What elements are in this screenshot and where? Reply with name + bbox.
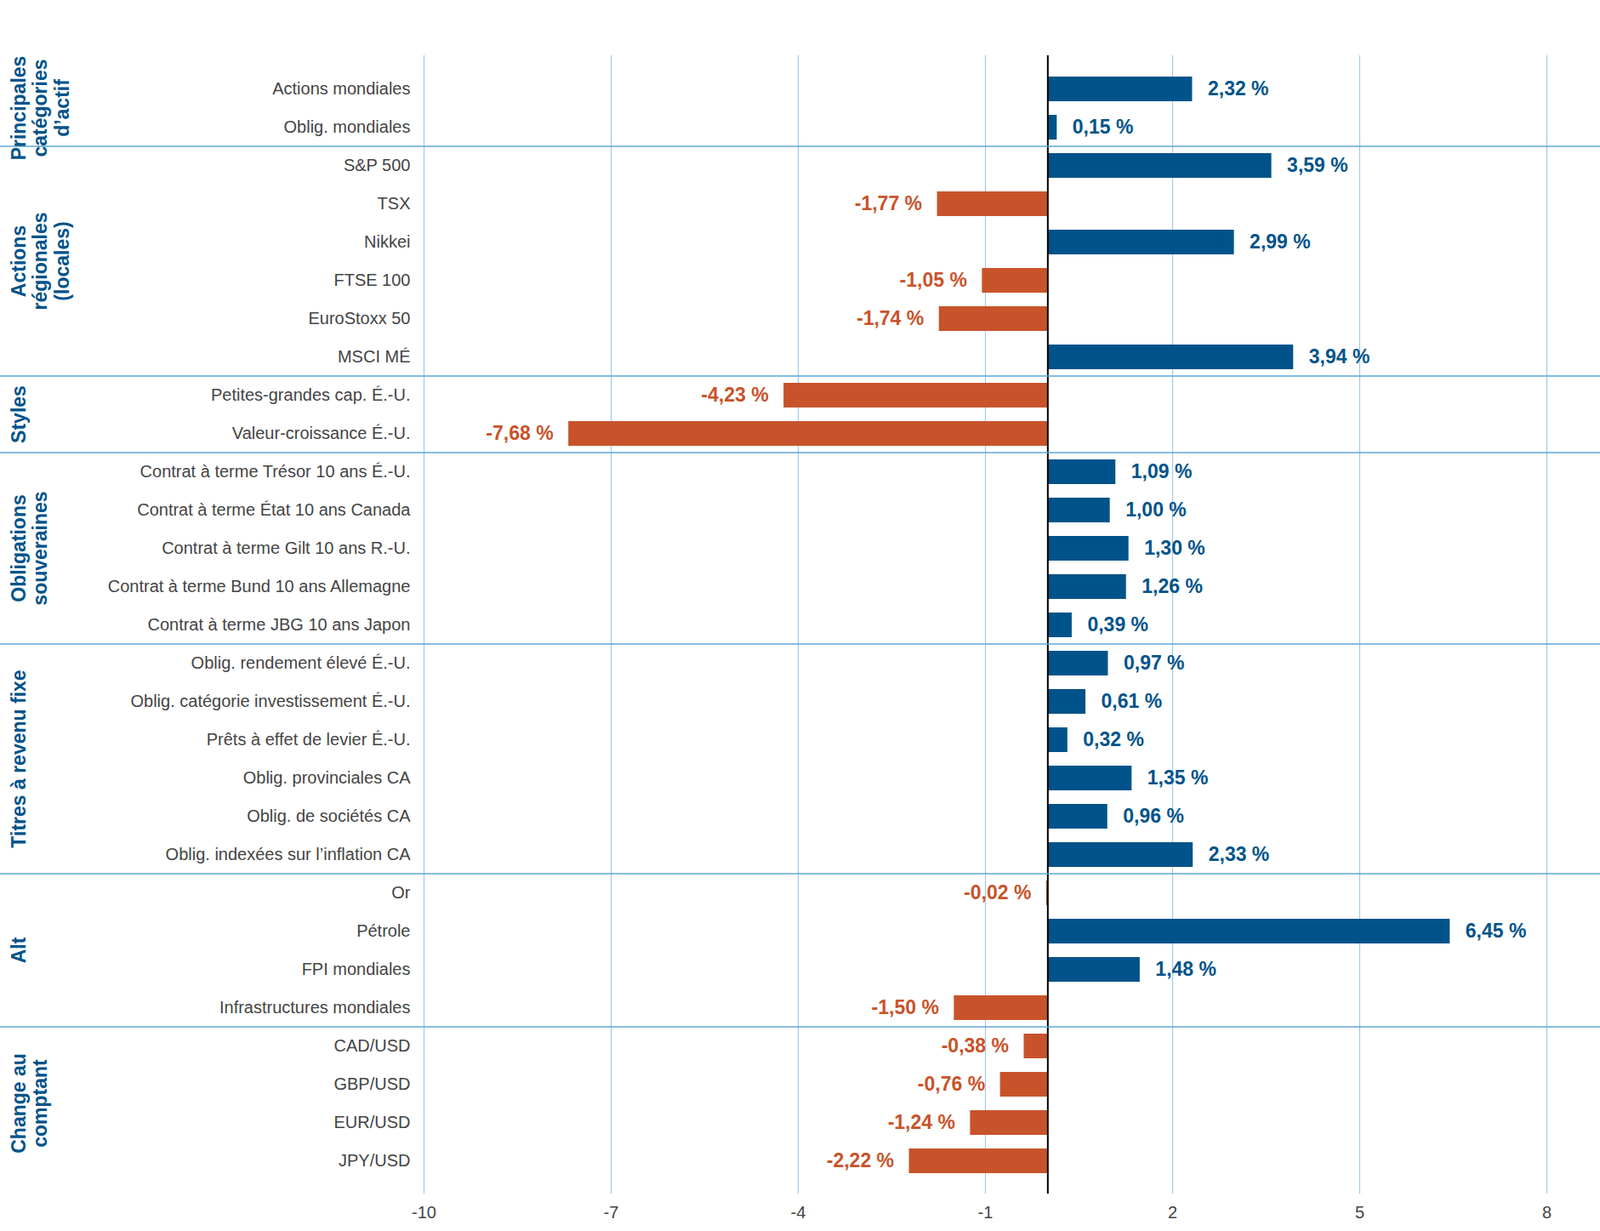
- svg-text:Principalescatégoriesd’actif: Principalescatégoriesd’actif: [7, 56, 74, 161]
- svg-text:FPI mondiales: FPI mondiales: [301, 959, 411, 979]
- svg-text:3,94 %: 3,94 %: [1309, 345, 1371, 368]
- svg-text:Infrastructures mondiales: Infrastructures mondiales: [219, 997, 411, 1017]
- svg-text:0,97 %: 0,97 %: [1123, 651, 1185, 674]
- svg-text:Contrat à terme Gilt 10 ans R.: Contrat à terme Gilt 10 ans R.-U.: [161, 538, 410, 558]
- svg-text:1,48 %: 1,48 %: [1155, 957, 1217, 980]
- svg-text:Obligationssouveraines: Obligationssouveraines: [7, 490, 52, 605]
- svg-text:-0,76 %: -0,76 %: [917, 1072, 986, 1095]
- svg-text:5: 5: [1355, 1202, 1365, 1222]
- svg-text:-4,23 %: -4,23 %: [700, 383, 769, 406]
- svg-text:Oblig. catégorie investissemen: Oblig. catégorie investissement É.-U.: [130, 691, 410, 711]
- svg-text:Oblig. indexées sur l’inflatio: Oblig. indexées sur l’inflation CA: [165, 844, 412, 864]
- svg-text:2,33 %: 2,33 %: [1208, 842, 1270, 866]
- svg-text:Contrat à terme Bund 10 ans Al: Contrat à terme Bund 10 ans Allemagne: [108, 576, 411, 596]
- svg-text:-1,74 %: -1,74 %: [856, 307, 924, 330]
- svg-text:Nikkei: Nikkei: [364, 232, 410, 251]
- svg-text:2: 2: [1167, 1202, 1178, 1222]
- svg-text:1,09 %: 1,09 %: [1131, 460, 1193, 483]
- svg-text:Oblig. mondiales: Oblig. mondiales: [284, 117, 411, 137]
- svg-text:Alt: Alt: [7, 936, 30, 963]
- svg-text:-1,50 %: -1,50 %: [871, 996, 940, 1019]
- svg-text:1,30 %: 1,30 %: [1144, 536, 1206, 559]
- svg-text:2,32 %: 2,32 %: [1207, 77, 1270, 100]
- svg-text:0,15 %: 0,15 %: [1072, 115, 1134, 138]
- svg-text:2,99 %: 2,99 %: [1249, 230, 1311, 253]
- svg-text:Prêts à effet de levier É.-U.: Prêts à effet de levier É.-U.: [206, 729, 411, 749]
- svg-text:-1,05 %: -1,05 %: [899, 268, 968, 291]
- svg-text:Pétrole: Pétrole: [356, 921, 410, 940]
- svg-text:Petites-grandes cap. É.-U.: Petites-grandes cap. É.-U.: [210, 385, 411, 405]
- svg-text:Contrat à terme JBG 10 ans Jap: Contrat à terme JBG 10 ans Japon: [147, 614, 410, 634]
- svg-text:1,26 %: 1,26 %: [1141, 575, 1203, 598]
- svg-text:Oblig. de sociétés CA: Oblig. de sociétés CA: [246, 806, 411, 826]
- svg-text:-1,24 %: -1,24 %: [888, 1110, 956, 1134]
- svg-text:EUR/USD: EUR/USD: [333, 1112, 410, 1132]
- svg-text:Contrat à terme Trésor 10 ans: Contrat à terme Trésor 10 ans É.-U.: [140, 461, 411, 481]
- svg-text:S&P 500: S&P 500: [343, 155, 411, 175]
- svg-text:Oblig. rendement élevé É.-U.: Oblig. rendement élevé É.-U.: [191, 653, 411, 672]
- svg-text:Styles: Styles: [7, 385, 30, 444]
- svg-text:-10: -10: [411, 1202, 437, 1222]
- svg-text:MSCI MÉ: MSCI MÉ: [337, 347, 411, 366]
- svg-text:Actions mondiales: Actions mondiales: [272, 79, 410, 98]
- svg-text:-2,22 %: -2,22 %: [826, 1149, 894, 1172]
- svg-text:FTSE 100: FTSE 100: [333, 270, 410, 290]
- svg-text:Oblig. provinciales CA: Oblig. provinciales CA: [243, 768, 411, 787]
- svg-text:-1,77 %: -1,77 %: [854, 192, 923, 215]
- svg-text:0,39 %: 0,39 %: [1087, 613, 1149, 636]
- svg-text:JPY/USD: JPY/USD: [338, 1150, 410, 1170]
- svg-text:Contrat à terme État 10 ans Ca: Contrat à terme État 10 ans Canada: [136, 500, 411, 519]
- svg-text:3,59 %: 3,59 %: [1286, 153, 1349, 177]
- svg-text:CAD/USD: CAD/USD: [333, 1036, 410, 1055]
- svg-text:-0,02 %: -0,02 %: [963, 881, 1031, 904]
- svg-text:8: 8: [1542, 1202, 1552, 1222]
- svg-text:Change aucomptant: Change aucomptant: [7, 1053, 52, 1154]
- svg-text:Valeur-croissance É.-U.: Valeur-croissance É.-U.: [232, 423, 411, 443]
- svg-text:-0,38 %: -0,38 %: [941, 1034, 1009, 1057]
- svg-text:GBP/USD: GBP/USD: [333, 1074, 410, 1094]
- svg-text:-1: -1: [978, 1202, 994, 1222]
- svg-text:Actionsrégionales(locales): Actionsrégionales(locales): [7, 211, 74, 310]
- svg-text:-4: -4: [791, 1202, 807, 1222]
- svg-text:-7,68 %: -7,68 %: [485, 421, 553, 445]
- svg-text:0,61 %: 0,61 %: [1101, 689, 1163, 712]
- svg-text:TSX: TSX: [377, 193, 411, 213]
- svg-text:-7: -7: [603, 1202, 620, 1222]
- svg-text:6,45 %: 6,45 %: [1465, 919, 1527, 942]
- svg-text:0,96 %: 0,96 %: [1122, 804, 1185, 827]
- svg-text:Titres à revenu fixe: Titres à revenu fixe: [7, 669, 30, 848]
- svg-text:1,35 %: 1,35 %: [1147, 766, 1209, 789]
- svg-text:Or: Or: [391, 882, 411, 902]
- svg-text:0,32 %: 0,32 %: [1082, 728, 1145, 751]
- svg-text:1,00 %: 1,00 %: [1125, 498, 1187, 521]
- svg-text:EuroStoxx 50: EuroStoxx 50: [307, 308, 410, 328]
